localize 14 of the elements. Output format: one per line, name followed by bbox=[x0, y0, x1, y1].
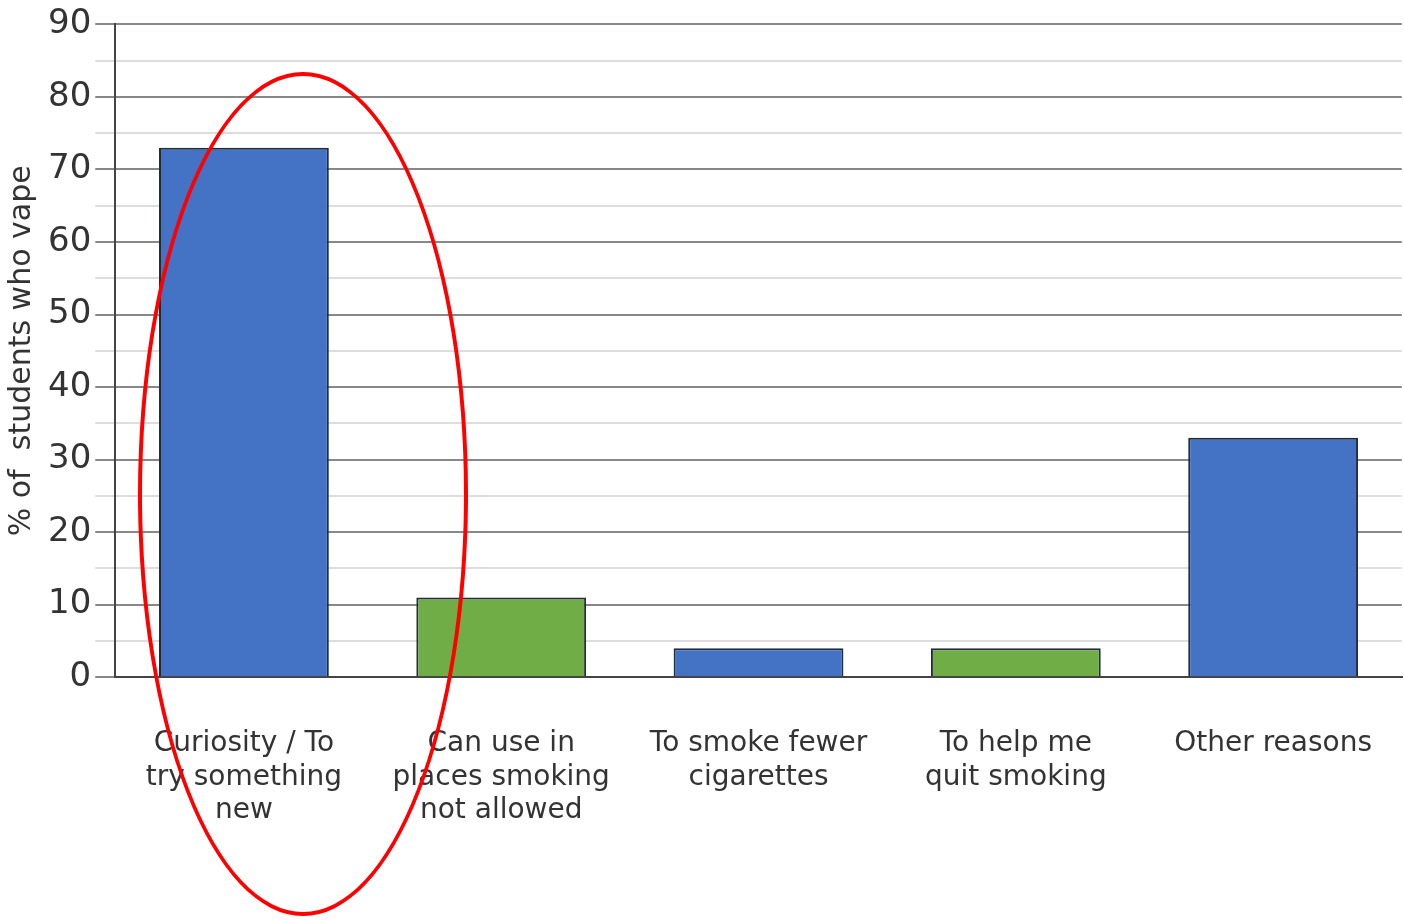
x-tick-label: To smoke fewer cigarettes bbox=[648, 725, 868, 792]
y-tick-label: 80 bbox=[48, 73, 92, 114]
y-tick-label: 50 bbox=[48, 291, 92, 332]
y-tick-label: 60 bbox=[48, 218, 92, 259]
y-tick-label: 10 bbox=[48, 581, 92, 622]
y-tick-label: 20 bbox=[48, 508, 92, 549]
y-tick-label: 30 bbox=[48, 436, 92, 477]
y-tick-label: 70 bbox=[48, 146, 92, 187]
y-tick-label: 0 bbox=[69, 654, 92, 695]
y-tick-label: 90 bbox=[48, 1, 92, 42]
x-tick-label: Other reasons bbox=[1174, 725, 1373, 759]
y-tick-label: 40 bbox=[48, 363, 92, 404]
y-axis-title: % of students who vape bbox=[1, 165, 37, 537]
x-tick-label: To help me quit smoking bbox=[924, 725, 1107, 792]
